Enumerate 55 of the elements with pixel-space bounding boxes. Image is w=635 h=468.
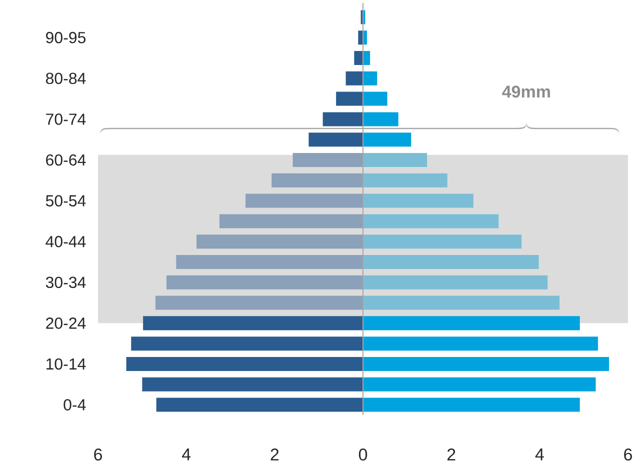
y-tick-label: 70-74	[46, 114, 86, 125]
y-tick-label: 30-34	[46, 276, 86, 288]
x-tick-label: 2	[270, 448, 279, 460]
y-tick-label: 40-44	[46, 236, 86, 248]
bar	[126, 356, 363, 371]
x-tick-label: 6	[624, 448, 632, 461]
bar	[155, 296, 363, 310]
bar	[363, 336, 598, 351]
bar	[196, 234, 363, 249]
x-tick-label: 0	[358, 448, 368, 461]
bar	[156, 398, 363, 412]
bar	[363, 92, 388, 106]
bar	[131, 336, 363, 351]
y-tick-label: 0-4	[64, 399, 86, 410]
bar	[363, 316, 580, 330]
bar	[272, 173, 363, 188]
bar	[219, 214, 363, 228]
bar	[363, 214, 499, 228]
y-tick-label: 60-64	[46, 154, 86, 166]
x-tick-label: 6	[94, 448, 102, 461]
x-tick-label: 2	[447, 448, 456, 460]
y-tick-label: 20-24	[46, 318, 86, 329]
y-tick-label: 90-95	[46, 32, 86, 44]
bar	[363, 112, 398, 126]
y-tick-label: 50-54	[46, 195, 86, 206]
bar	[363, 194, 474, 208]
bar	[363, 398, 580, 412]
bar	[354, 50, 363, 65]
bar	[363, 296, 560, 310]
y-tick-label: 10-14	[46, 358, 86, 370]
y-tick-label: 80-84	[46, 72, 86, 84]
bar	[363, 71, 378, 86]
bar	[363, 50, 370, 65]
bar	[143, 316, 363, 330]
bar	[363, 377, 596, 392]
bar	[322, 112, 363, 126]
bar	[346, 71, 363, 86]
annotation: 49mm	[502, 86, 550, 98]
bar	[363, 234, 522, 249]
bar	[363, 132, 412, 147]
bar	[246, 194, 363, 208]
bar	[363, 152, 428, 167]
bar	[336, 92, 363, 106]
x-tick-label: 4	[182, 448, 191, 460]
x-tick-label: 4	[535, 448, 544, 460]
bar	[142, 377, 363, 392]
bar	[176, 254, 363, 269]
bar	[363, 275, 548, 290]
bar	[363, 254, 539, 269]
bar	[363, 356, 610, 371]
bar	[292, 152, 363, 167]
bar	[308, 132, 363, 147]
bar	[358, 30, 363, 45]
bar	[166, 275, 363, 290]
bar	[363, 173, 448, 188]
